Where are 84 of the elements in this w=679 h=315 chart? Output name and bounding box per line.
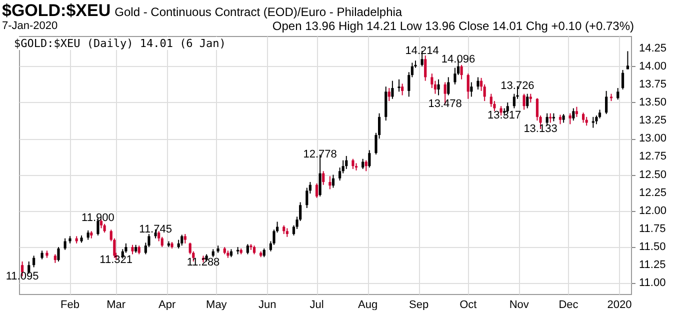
candlestick xyxy=(605,90,608,115)
candlestick xyxy=(424,55,427,82)
candlestick xyxy=(246,244,249,255)
candlestick xyxy=(470,82,473,98)
x-tick-label: May xyxy=(206,299,228,311)
candlestick xyxy=(558,114,562,125)
candlestick xyxy=(368,150,371,168)
x-tick-label: Dec xyxy=(558,299,579,311)
candlestick xyxy=(388,88,390,102)
y-tick-label: 12.50 xyxy=(639,168,667,181)
chart-subtitle: Gold - Continuous Contract (EOD)/Euro - Philadelphia xyxy=(114,5,402,19)
candlestick xyxy=(131,244,134,255)
candlestick xyxy=(575,106,578,118)
annotation: $GOLD:$XEU (Daily) 14.01 (6 Jan) xyxy=(14,37,226,50)
candlestick xyxy=(352,158,354,170)
y-tick-label: 14.25 xyxy=(639,42,667,54)
y-tick-label: 14.00 xyxy=(639,60,667,72)
candlestick xyxy=(437,78,440,96)
candlestick xyxy=(57,246,60,262)
annotation: 13.133 xyxy=(524,123,558,136)
candlestick xyxy=(398,78,400,92)
annotation: 11.745 xyxy=(139,223,172,236)
annotation: 12.778 xyxy=(303,148,337,161)
candlestick xyxy=(522,93,526,110)
candlestick xyxy=(572,108,575,122)
candlestick xyxy=(526,93,529,109)
x-tick-label: Aug xyxy=(358,299,378,311)
candlestick xyxy=(401,83,404,96)
candlestick xyxy=(626,50,630,70)
candlestick xyxy=(364,160,368,172)
annotation: 14.214 xyxy=(405,44,439,57)
candlestick xyxy=(180,234,184,246)
y-tick-label: 12.75 xyxy=(639,150,667,163)
candlestick xyxy=(460,64,463,80)
x-tick-label: Jun xyxy=(258,299,276,311)
candlestick xyxy=(466,73,470,100)
candlestick xyxy=(447,76,450,96)
y-tick-label: 12.25 xyxy=(639,186,667,199)
candlestick xyxy=(322,170,325,186)
candlestick xyxy=(476,76,480,90)
y-tick-label: 13.00 xyxy=(639,132,667,145)
annotation: 11.095 xyxy=(6,270,39,282)
candlestick xyxy=(621,69,624,90)
text: 7-Jan-2020 xyxy=(2,20,58,32)
chart-title: $GOLD:$XEU xyxy=(2,1,111,20)
x-tick-label: Mar xyxy=(106,299,126,311)
y-tick-label: 13.50 xyxy=(639,96,667,108)
candlestick xyxy=(64,238,66,250)
y-tick-label: 11.00 xyxy=(639,277,666,290)
y-tick-label: 13.25 xyxy=(639,114,667,127)
candlestick xyxy=(184,234,186,244)
x-tick-label: Feb xyxy=(60,299,80,311)
annotation: 13.317 xyxy=(487,110,522,122)
annotation: 13.726 xyxy=(500,80,534,92)
y-tick-label: 11.75 xyxy=(639,222,666,235)
x-tick-label: 2020 xyxy=(607,299,632,311)
candlestick xyxy=(332,174,335,188)
candlestick xyxy=(549,112,552,124)
y-tick-label: 11.50 xyxy=(639,241,666,254)
candlestick xyxy=(582,112,585,124)
x-tick-label: Oct xyxy=(460,299,477,311)
annotation: 14.096 xyxy=(441,53,476,66)
y-tick-label: 12.00 xyxy=(639,204,667,217)
candlestick xyxy=(345,155,348,170)
candlestick xyxy=(362,158,364,170)
candlestick xyxy=(568,112,572,125)
candlestick xyxy=(391,80,394,100)
text: Open 13.96 High 14.21 Low 13.96 Close 14.01 Chg +0.10 (+0.73%) xyxy=(272,19,634,33)
y-tick-label: 11.25 xyxy=(639,259,666,272)
candlestick xyxy=(315,182,318,198)
annotation: 11.900 xyxy=(82,212,114,224)
candlestick xyxy=(32,255,36,268)
candlestick xyxy=(86,230,90,240)
annotation: 11.321 xyxy=(100,254,132,266)
x-tick-label: Jul xyxy=(310,299,324,311)
y-tick-label: 13.75 xyxy=(639,78,667,90)
candlestick xyxy=(490,93,492,108)
annotation: 13.478 xyxy=(428,98,462,110)
x-tick-label: Sep xyxy=(408,299,429,311)
candlestick xyxy=(328,176,332,190)
candlestick xyxy=(616,88,620,100)
x-tick-label: Apr xyxy=(158,299,176,311)
x-tick-label: Nov xyxy=(509,299,530,311)
annotation: 11.288 xyxy=(186,256,220,268)
